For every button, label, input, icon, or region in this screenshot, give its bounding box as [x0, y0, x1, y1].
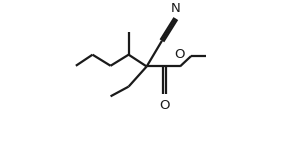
Text: O: O: [175, 48, 185, 61]
Text: N: N: [171, 2, 181, 15]
Text: O: O: [160, 99, 170, 112]
